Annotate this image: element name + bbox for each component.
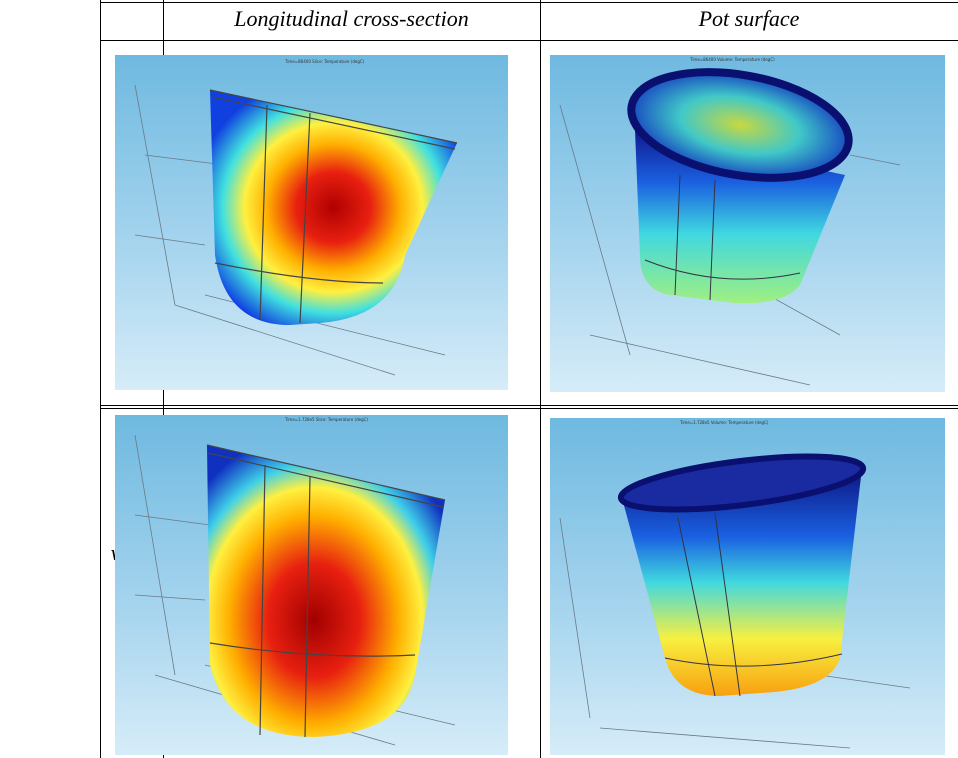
pot-slice	[207, 445, 445, 737]
simulation-image: Time=86400 Volume: Temperature (degC)	[550, 55, 945, 392]
pot-rim	[627, 68, 853, 182]
simulation-image: Time=86400 Slice: Temperature (degC)	[115, 55, 508, 390]
axis-line	[134, 434, 456, 746]
border	[100, 408, 958, 409]
border	[540, 0, 541, 758]
border	[100, 405, 958, 406]
caption: Time=1.728e5 Volume: Temperature (degC)	[679, 420, 769, 425]
pot-surface	[622, 468, 862, 696]
border	[100, 2, 958, 3]
axis-line	[134, 84, 446, 376]
pot-slice	[210, 90, 457, 325]
border	[100, 0, 101, 758]
caption: Time=86400 Slice: Temperature (degC)	[284, 59, 365, 64]
column-header: Pot surface	[698, 6, 800, 31]
pot-rim	[617, 453, 867, 513]
caption: Time=1.728e5 Slice: Temperature (degC)	[284, 417, 368, 422]
axis-line	[559, 104, 901, 386]
simulation-image: Time=1.728e5 Slice: Temperature (degC)	[115, 415, 508, 755]
pot-outline	[664, 512, 843, 697]
pot-outline	[206, 444, 446, 738]
column-header: Longitudinal cross-section	[234, 6, 469, 31]
pot-outline	[644, 174, 801, 301]
border	[100, 40, 958, 41]
simulation-image: Time=1.728e5 Volume: Temperature (degC)	[550, 418, 945, 755]
pot-outline	[209, 89, 458, 324]
caption: Time=86400 Volume: Temperature (degC)	[689, 57, 775, 62]
